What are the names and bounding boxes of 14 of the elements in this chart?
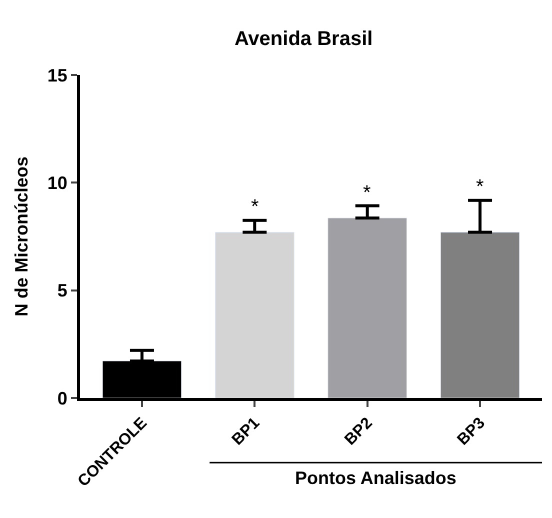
y-tick-label: 15 [47, 65, 68, 86]
annotation: * [363, 182, 371, 204]
annotation: * [476, 176, 484, 198]
annotation: * [251, 196, 259, 218]
bar [328, 218, 408, 398]
bar [214, 232, 294, 398]
y-tick-label: 5 [57, 280, 68, 301]
x-tick-label: BP1 [229, 414, 264, 449]
chart-title: Avenida Brasil [234, 28, 373, 50]
x-axis-title: Pontos Analisados [295, 468, 456, 488]
y-tick-label: 10 [47, 172, 68, 193]
y-axis-title: N de Micronúcleos [12, 156, 32, 317]
y-tick-label: 0 [57, 388, 68, 408]
bar [440, 232, 520, 398]
